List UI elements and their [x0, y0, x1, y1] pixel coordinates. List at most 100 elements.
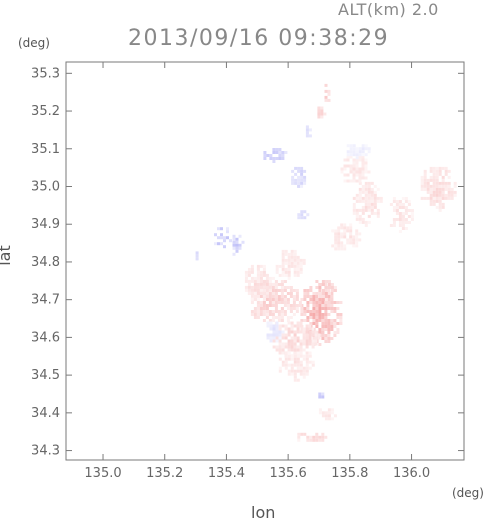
velocity-cell — [444, 196, 448, 200]
velocity-cell — [256, 270, 260, 274]
velocity-cell — [364, 176, 368, 180]
velocity-cell — [321, 334, 325, 337]
velocity-cell — [361, 167, 365, 171]
velocity-cell — [271, 292, 275, 295]
y-tick-label: 35.2 — [31, 104, 60, 119]
velocity-cell — [318, 328, 322, 331]
velocity-cell — [358, 167, 362, 171]
velocity-cell — [287, 276, 291, 280]
velocity-cell — [305, 369, 309, 373]
velocity-cell — [303, 432, 307, 436]
velocity-cell — [290, 372, 294, 376]
velocity-cell — [295, 310, 299, 313]
velocity-cell — [370, 193, 374, 197]
velocity-cell — [318, 411, 322, 415]
velocity-cell — [376, 199, 380, 203]
velocity-cell — [336, 316, 340, 319]
velocity-cell — [447, 190, 451, 194]
velocity-cell — [250, 264, 254, 268]
x-axis-label: lon — [251, 503, 276, 522]
velocity-cell — [327, 328, 331, 331]
velocity-cell — [346, 238, 350, 242]
velocity-cell — [407, 203, 411, 206]
velocity-cell — [300, 166, 304, 170]
velocity-cell — [352, 202, 356, 206]
velocity-cell — [281, 330, 285, 334]
velocity-cell — [309, 313, 313, 316]
velocity-cell — [281, 333, 285, 337]
velocity-cell — [272, 324, 276, 328]
velocity-cell — [373, 205, 377, 209]
velocity-cell — [305, 125, 309, 129]
velocity-cell — [318, 310, 322, 313]
velocity-cell — [312, 295, 316, 298]
velocity-cell — [315, 432, 319, 436]
y-tick-label: 35.3 — [31, 66, 60, 81]
velocity-cell — [355, 235, 359, 239]
velocity-cell — [293, 363, 297, 367]
velocity-cell — [281, 154, 285, 157]
velocity-cell — [355, 150, 359, 154]
velocity-cell — [429, 193, 433, 197]
velocity-cell — [281, 336, 285, 340]
velocity-cell — [343, 247, 347, 251]
velocity-cell — [271, 301, 275, 304]
velocity-cell — [250, 270, 254, 274]
velocity-cell — [340, 223, 344, 227]
velocity-cell — [444, 184, 448, 188]
velocity-cell — [438, 190, 442, 194]
velocity-cell — [305, 354, 309, 358]
velocity-cell — [229, 239, 232, 243]
velocity-cell — [250, 297, 254, 301]
velocity-cell — [429, 169, 433, 173]
velocity-cell — [281, 261, 285, 265]
velocity-cell — [253, 288, 257, 292]
velocity-cell — [349, 232, 353, 236]
y-tick-label: 34.8 — [31, 255, 60, 270]
velocity-cell — [262, 267, 266, 271]
velocity-cell — [287, 351, 291, 355]
velocity-cell — [308, 360, 312, 364]
velocity-cell — [333, 301, 337, 304]
velocity-cell — [337, 247, 341, 251]
velocity-cell — [256, 304, 260, 307]
velocity-cell — [404, 200, 408, 203]
velocity-cell — [337, 226, 341, 230]
velocity-cell — [337, 235, 341, 239]
velocity-cell — [333, 325, 337, 328]
velocity-cell — [315, 313, 319, 316]
velocity-cell — [321, 392, 325, 396]
velocity-cell — [262, 294, 266, 298]
velocity-cell — [315, 319, 319, 322]
velocity-cell — [340, 167, 344, 171]
velocity-cell — [238, 243, 242, 247]
velocity-cell — [287, 342, 291, 346]
velocity-cell — [293, 342, 297, 346]
velocity-cell — [309, 298, 313, 301]
velocity-cell — [364, 147, 368, 151]
velocity-cell — [336, 331, 340, 334]
velocity-cell — [253, 307, 257, 310]
velocity-cell — [435, 172, 439, 176]
velocity-cell — [364, 184, 368, 188]
velocity-cell — [284, 342, 288, 346]
velocity-cell — [367, 181, 371, 185]
velocity-cell — [275, 336, 279, 340]
velocity-cell — [324, 298, 328, 301]
velocity-cell — [195, 251, 199, 255]
velocity-cell — [361, 144, 365, 148]
velocity-cell — [296, 357, 300, 361]
velocity-cell — [287, 327, 291, 331]
velocity-cell — [346, 241, 350, 245]
velocity-cell — [358, 170, 362, 174]
y-tick-label: 34.3 — [31, 444, 60, 459]
velocity-cell — [305, 327, 309, 331]
velocity-cell — [247, 273, 251, 277]
velocity-cell — [370, 208, 374, 212]
velocity-cell — [426, 196, 430, 200]
velocity-cell — [292, 307, 296, 310]
velocity-cell — [370, 199, 374, 203]
velocity-cell — [410, 212, 414, 215]
velocity-cell — [299, 369, 303, 373]
velocity-cell — [247, 282, 251, 286]
